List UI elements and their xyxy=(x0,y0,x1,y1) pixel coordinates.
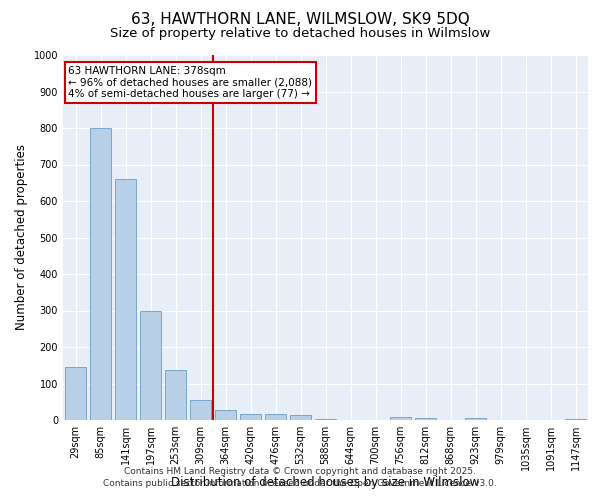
Y-axis label: Number of detached properties: Number of detached properties xyxy=(15,144,28,330)
Bar xyxy=(290,416,311,420)
Bar xyxy=(65,367,86,420)
Bar xyxy=(90,128,111,420)
Bar xyxy=(465,418,486,420)
Bar xyxy=(565,419,586,420)
Bar xyxy=(190,400,211,420)
Bar xyxy=(140,310,161,420)
Bar xyxy=(390,417,411,420)
Text: 63, HAWTHORN LANE, WILMSLOW, SK9 5DQ: 63, HAWTHORN LANE, WILMSLOW, SK9 5DQ xyxy=(131,12,469,28)
Bar xyxy=(115,179,136,420)
X-axis label: Distribution of detached houses by size in Wilmslow: Distribution of detached houses by size … xyxy=(172,476,479,489)
Bar xyxy=(165,370,186,420)
Bar xyxy=(265,414,286,420)
Text: Size of property relative to detached houses in Wilmslow: Size of property relative to detached ho… xyxy=(110,28,490,40)
Text: 63 HAWTHORN LANE: 378sqm
← 96% of detached houses are smaller (2,088)
4% of semi: 63 HAWTHORN LANE: 378sqm ← 96% of detach… xyxy=(68,66,312,99)
Text: Contains HM Land Registry data © Crown copyright and database right 2025.
Contai: Contains HM Land Registry data © Crown c… xyxy=(103,466,497,487)
Bar xyxy=(415,418,436,420)
Bar xyxy=(215,410,236,420)
Bar xyxy=(240,414,261,420)
